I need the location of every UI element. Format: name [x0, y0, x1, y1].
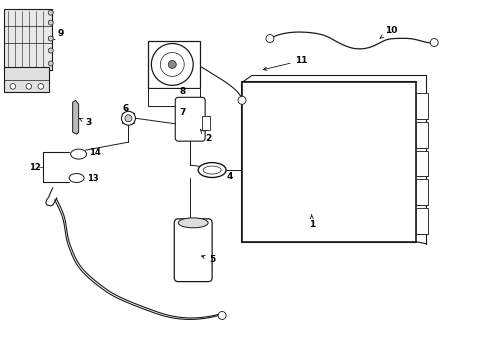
Circle shape [48, 36, 53, 41]
Text: 8: 8 [179, 87, 185, 96]
Circle shape [151, 44, 193, 85]
FancyBboxPatch shape [174, 219, 212, 282]
Ellipse shape [178, 218, 208, 228]
Ellipse shape [71, 149, 87, 159]
Circle shape [10, 84, 16, 89]
Ellipse shape [203, 166, 221, 174]
Text: 5: 5 [201, 255, 215, 264]
Bar [416, 179, 428, 205]
Bar [4, 9, 52, 71]
Ellipse shape [198, 163, 226, 177]
Bar [148, 88, 200, 106]
Circle shape [160, 53, 184, 76]
Circle shape [168, 60, 176, 68]
Circle shape [430, 39, 438, 46]
Circle shape [238, 96, 246, 104]
Circle shape [125, 115, 132, 122]
Text: 10: 10 [380, 26, 397, 38]
Text: 2: 2 [200, 130, 211, 143]
FancyBboxPatch shape [175, 97, 205, 141]
Circle shape [48, 48, 53, 53]
Bar [242, 82, 416, 242]
Bar [416, 151, 428, 176]
Bar [4, 67, 49, 92]
Text: 6: 6 [122, 104, 128, 113]
Text: 11: 11 [264, 56, 308, 71]
Circle shape [26, 84, 32, 89]
Text: 14: 14 [89, 148, 100, 157]
Ellipse shape [69, 174, 84, 183]
Text: 9: 9 [51, 29, 64, 40]
Text: 13: 13 [87, 174, 98, 183]
Text: 12: 12 [29, 163, 41, 172]
Bar [416, 122, 428, 148]
Bar [416, 93, 428, 119]
Circle shape [48, 61, 53, 66]
Circle shape [48, 10, 53, 15]
Text: 4: 4 [223, 171, 233, 180]
Bar [202, 116, 210, 130]
Bar [416, 208, 428, 234]
Text: 3: 3 [79, 118, 92, 127]
Circle shape [218, 311, 226, 319]
Text: 1: 1 [309, 215, 315, 229]
Circle shape [38, 84, 44, 89]
Circle shape [48, 20, 53, 25]
Polygon shape [73, 100, 78, 134]
Circle shape [122, 111, 135, 125]
Bar [122, 113, 134, 123]
Text: 7: 7 [179, 108, 185, 117]
Bar [148, 41, 200, 88]
Circle shape [266, 35, 274, 42]
